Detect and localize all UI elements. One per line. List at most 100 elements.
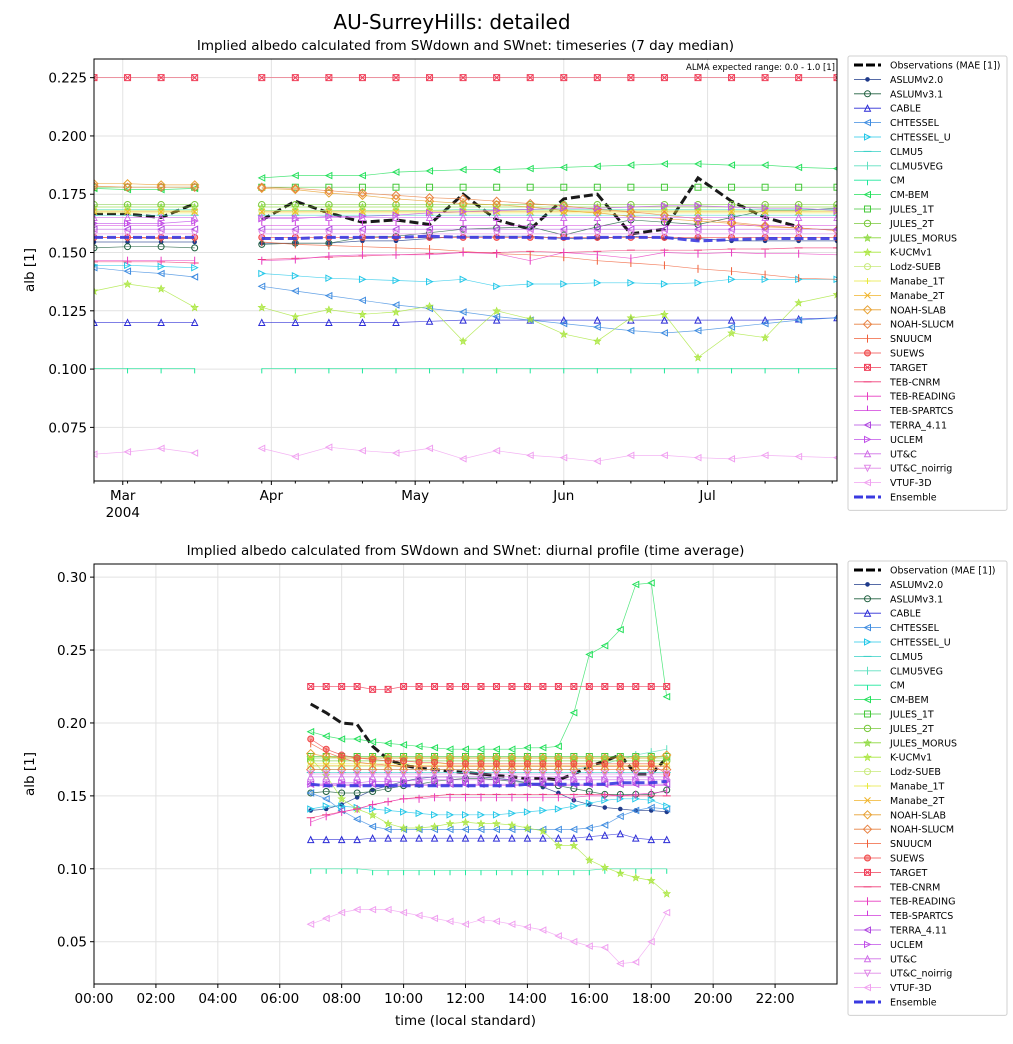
- data-point: [659, 210, 670, 220]
- legend-swatch-marker: [864, 349, 871, 357]
- data-point: [190, 318, 199, 326]
- legend-entry-clmu5: CLMU5: [854, 652, 923, 663]
- data-point: [190, 302, 199, 312]
- data-point: [477, 760, 485, 768]
- data-point: [353, 754, 361, 762]
- data-point: [525, 314, 535, 324]
- data-point: [123, 213, 132, 222]
- data-point: [257, 302, 267, 312]
- data-point: [526, 230, 535, 238]
- data-point: [593, 316, 602, 324]
- data-point: [554, 760, 562, 768]
- data-point: [123, 318, 132, 326]
- legend-entry-suews: SUEWS: [854, 349, 924, 360]
- data-point: [322, 802, 331, 810]
- data-point: [337, 772, 346, 781]
- series-manabe-2t: [94, 208, 837, 216]
- data-point: [627, 183, 635, 191]
- series-line-cable: [310, 833, 667, 840]
- data-point: [353, 772, 361, 781]
- data-point: [585, 770, 594, 779]
- data-point: [94, 179, 99, 189]
- data-point: [157, 243, 165, 251]
- data-point: [462, 811, 470, 819]
- legend-entry-aslumv2-0: ASLUMv2.0: [854, 75, 943, 86]
- data-point: [761, 213, 769, 222]
- data-point: [392, 208, 400, 216]
- data-point: [291, 452, 299, 461]
- data-point: [425, 317, 434, 325]
- series-chtessel-u: [307, 794, 671, 819]
- data-point: [647, 937, 655, 946]
- data-point: [647, 803, 655, 812]
- series-line-observation-mae-1: [309, 702, 668, 782]
- y-tick-label: 0.05: [57, 935, 87, 951]
- legend-swatch-marker: [863, 695, 871, 704]
- data-point: [431, 811, 439, 819]
- legend-swatch-marker: [863, 478, 871, 487]
- series-cable: [306, 829, 671, 844]
- legend-entry-uclem: UCLEM: [854, 940, 923, 951]
- data-point: [476, 819, 486, 828]
- series-k-ucmv1: [94, 279, 837, 362]
- data-point: [631, 834, 640, 842]
- data-point: [631, 770, 640, 779]
- data-point: [523, 683, 531, 690]
- legend-label: CLMU5: [890, 147, 923, 158]
- data-point: [761, 208, 769, 216]
- data-point: [585, 799, 594, 807]
- data-point: [190, 230, 199, 238]
- series-layer: [306, 579, 672, 968]
- data-point: [693, 353, 703, 362]
- data-point: [358, 296, 366, 305]
- legend-swatch-marker: [862, 810, 873, 820]
- y-axis-label: alb [1]: [22, 752, 38, 796]
- series-teb-reading: [94, 248, 837, 265]
- legend-swatch-marker: [864, 783, 871, 789]
- data-point: [662, 692, 671, 701]
- data-point: [358, 446, 366, 455]
- legend-entry-jules-1t: JULES_1T: [854, 205, 934, 216]
- legend-label: CHTESSEL_U: [890, 638, 951, 649]
- data-point: [353, 770, 361, 779]
- data-point: [728, 74, 736, 82]
- data-point: [426, 277, 434, 286]
- data-point: [539, 806, 548, 815]
- data-point: [257, 182, 267, 192]
- legend-swatch-marker: [863, 954, 872, 963]
- data-point: [399, 834, 408, 842]
- data-point: [523, 823, 532, 833]
- range-annotation: ALMA expected range: 0.0 - 1.0 [1]: [686, 63, 835, 73]
- data-point: [391, 307, 401, 317]
- data-point: [477, 811, 486, 819]
- x-tick-label: Jun: [552, 488, 574, 504]
- data-point: [660, 74, 668, 82]
- legend-label: UT&C_noirrig: [890, 969, 952, 980]
- series-manabe-2t: [307, 761, 671, 769]
- legend-label: UT&C: [890, 449, 917, 460]
- legend-label: K-UCMv1: [890, 753, 932, 764]
- data-point: [560, 74, 568, 82]
- data-point: [492, 917, 500, 926]
- legend-label: UT&C: [890, 954, 917, 965]
- data-point: [431, 758, 439, 766]
- series-cm: [310, 868, 668, 876]
- legend-label: SUEWS: [890, 854, 924, 865]
- data-point: [358, 171, 366, 180]
- legend-label: TEB-CNRM: [889, 377, 940, 388]
- data-point: [662, 750, 672, 760]
- legend-entry-teb-spartcs: TEB-SPARTCS: [854, 910, 953, 922]
- data-point: [459, 275, 468, 284]
- legend-swatch-marker: [862, 319, 873, 329]
- legend-entry-ut-c-noirrig: UT&C_noirrig: [854, 969, 952, 980]
- legend-entry-observations-mae-1: Observations (MAE [1]): [854, 61, 1000, 72]
- data-point: [476, 916, 485, 924]
- legend-label: Ensemble: [890, 998, 937, 1009]
- data-point: [727, 230, 736, 238]
- data-point: [539, 834, 547, 842]
- series-vtuf-3d: [94, 443, 837, 465]
- data-point: [94, 202, 99, 212]
- data-point: [322, 745, 330, 753]
- data-point: [94, 209, 97, 216]
- data-point: [392, 318, 400, 326]
